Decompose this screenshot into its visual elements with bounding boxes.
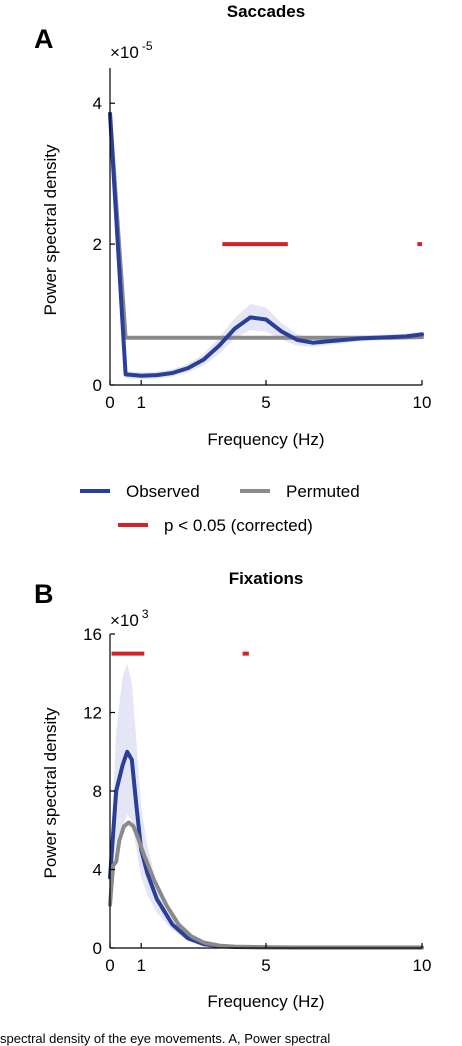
panel-b-y-tick-label: 4 bbox=[93, 861, 102, 880]
panel-b-x-axis-label: Frequency (Hz) bbox=[207, 992, 324, 1011]
legend-observed-label: Observed bbox=[126, 482, 200, 501]
panel-a-observed-line bbox=[108, 111, 424, 378]
panel-b-observed-confidence-band bbox=[110, 663, 422, 948]
legend: Observed Permuted p < 0.05 (corrected) bbox=[80, 482, 360, 535]
panel-a-x-tick-label: 0 bbox=[105, 393, 114, 412]
panel-a-y-axis-label: Power spectral density bbox=[41, 144, 60, 316]
panel-b-y-tick-label: 16 bbox=[83, 625, 102, 644]
panel-a-x-tick-label: 1 bbox=[136, 393, 145, 412]
panel-b-letter: B bbox=[34, 579, 54, 609]
panel-b-fixations: B Fixations ×10 3 Power spectral density … bbox=[34, 569, 431, 1011]
panel-a-observed-confidence-band bbox=[110, 110, 422, 380]
panel-a-saccades: A Saccades ×10 -5 Power spectral density … bbox=[34, 2, 431, 449]
panel-b-y-axis-label: Power spectral density bbox=[41, 707, 60, 879]
panel-b-y-tick-label: 0 bbox=[93, 939, 102, 958]
panel-a-y-tick-label: 4 bbox=[93, 94, 102, 113]
panel-b-x-tick-label: 1 bbox=[136, 956, 145, 975]
panel-a-y-multiplier: ×10 -5 bbox=[110, 39, 153, 62]
panel-a-x-tick-label: 10 bbox=[413, 393, 432, 412]
panel-a-y-tick-label: 0 bbox=[93, 376, 102, 395]
panel-b-permuted-line bbox=[108, 820, 424, 950]
panel-a-x-tick-label: 5 bbox=[261, 393, 270, 412]
caption-fragment: spectral density of the eye movements. A… bbox=[0, 1031, 330, 1046]
panel-b-x-tick-label: 10 bbox=[413, 956, 432, 975]
panel-a-plot-area: 0 1 5 10 0 2 4 bbox=[93, 68, 432, 412]
panel-a-y-tick-label: 2 bbox=[93, 235, 102, 254]
panel-b-title: Fixations bbox=[229, 569, 304, 588]
legend-permuted-label: Permuted bbox=[286, 482, 360, 501]
panel-a-title: Saccades bbox=[227, 2, 305, 21]
panel-a-permuted-line bbox=[108, 111, 424, 340]
panel-b-plot-area: 0 1 5 10 0 4 8 12 16 bbox=[83, 625, 431, 975]
panel-b-y-tick-label: 12 bbox=[83, 704, 102, 723]
legend-significance-label: p < 0.05 (corrected) bbox=[164, 516, 313, 535]
panel-b-x-tick-label: 5 bbox=[261, 956, 270, 975]
panel-b-observed-line bbox=[108, 749, 424, 950]
panel-b-y-multiplier: ×10 3 bbox=[110, 607, 149, 630]
panel-b-y-tick-label: 8 bbox=[93, 782, 102, 801]
panel-a-x-axis-label: Frequency (Hz) bbox=[207, 430, 324, 449]
panel-b-x-tick-label: 0 bbox=[105, 956, 114, 975]
panel-a-letter: A bbox=[34, 24, 54, 54]
